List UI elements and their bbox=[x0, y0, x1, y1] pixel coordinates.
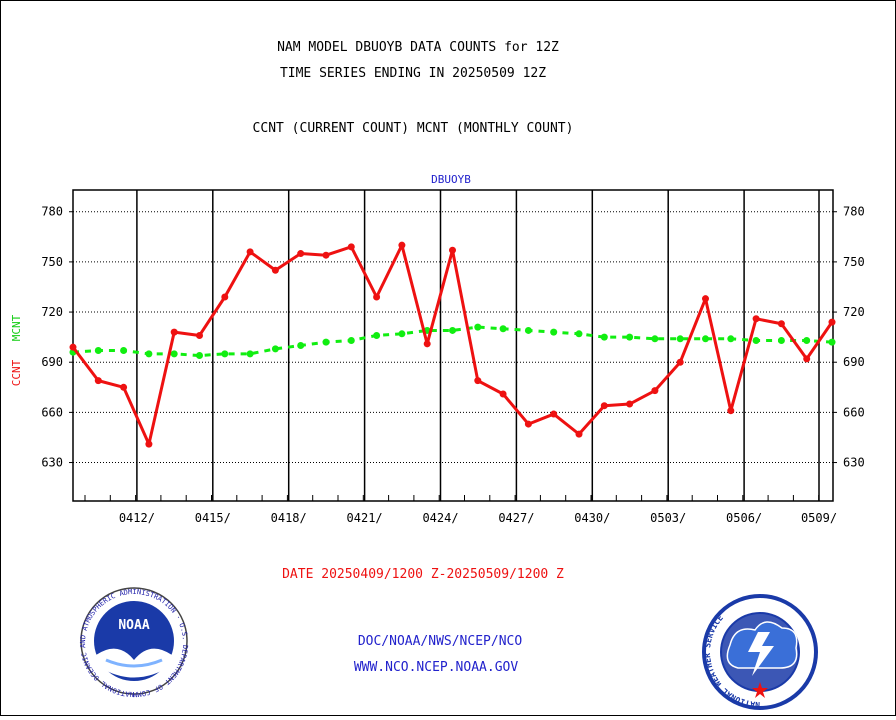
point-mcnt bbox=[398, 330, 406, 338]
point-mcnt bbox=[803, 336, 811, 344]
x-tick-label: 0418/ bbox=[271, 511, 307, 525]
point-ccnt bbox=[196, 331, 203, 339]
point-ccnt bbox=[727, 407, 735, 415]
y-tick-label-right: 720 bbox=[843, 305, 865, 319]
point-ccnt bbox=[676, 358, 684, 366]
point-ccnt bbox=[702, 295, 709, 303]
ylabel-ccnt: CCNT bbox=[10, 359, 23, 386]
point-mcnt bbox=[246, 350, 254, 358]
y-tick-label-right: 630 bbox=[843, 456, 865, 470]
point-ccnt bbox=[600, 402, 608, 410]
point-ccnt bbox=[803, 355, 811, 363]
noaa-text: NOAA bbox=[118, 618, 149, 633]
point-ccnt bbox=[752, 315, 760, 323]
point-ccnt bbox=[120, 383, 128, 391]
point-ccnt bbox=[575, 430, 583, 438]
point-ccnt bbox=[347, 243, 355, 251]
point-ccnt bbox=[170, 328, 178, 336]
point-mcnt bbox=[322, 338, 330, 346]
y-tick-label-left: 690 bbox=[41, 355, 63, 369]
point-mcnt bbox=[777, 336, 785, 344]
y-tick-label-left: 630 bbox=[41, 456, 63, 470]
y-tick-label-left: 750 bbox=[41, 255, 63, 269]
point-mcnt bbox=[600, 333, 608, 341]
point-ccnt bbox=[246, 248, 254, 256]
x-tick-label: 0430/ bbox=[574, 511, 610, 525]
title-line-1: NAM MODEL DBUOYB DATA COUNTS for 12Z bbox=[277, 40, 559, 55]
point-ccnt bbox=[777, 320, 785, 328]
point-mcnt bbox=[524, 326, 532, 334]
point-ccnt bbox=[297, 250, 305, 258]
x-tick-label: 0503/ bbox=[650, 511, 686, 525]
x-tick-label: 0421/ bbox=[347, 511, 383, 525]
point-ccnt bbox=[373, 293, 381, 301]
point-ccnt bbox=[69, 343, 77, 351]
point-ccnt bbox=[626, 400, 634, 408]
point-mcnt bbox=[449, 326, 456, 334]
point-ccnt bbox=[474, 377, 482, 385]
x-tick-label: 0415/ bbox=[195, 511, 231, 525]
point-mcnt bbox=[828, 338, 836, 346]
point-mcnt bbox=[94, 347, 102, 355]
y-tick-label-right: 780 bbox=[843, 205, 865, 219]
org-path: DOC/NOAA/NWS/NCEP/NCO bbox=[358, 634, 523, 649]
x-tick-label: 0506/ bbox=[726, 511, 762, 525]
y-tick-label-left: 720 bbox=[41, 305, 63, 319]
point-ccnt bbox=[271, 266, 279, 274]
date-range: DATE 20250409/1200 Z-20250509/1200 Z bbox=[282, 567, 564, 582]
point-mcnt bbox=[271, 345, 279, 353]
nws-logo: NATIONAL WEATHER SERVICE bbox=[702, 594, 818, 710]
point-mcnt bbox=[221, 350, 229, 358]
point-mcnt bbox=[626, 333, 634, 341]
x-tick-label: 0424/ bbox=[422, 511, 458, 525]
point-mcnt bbox=[196, 352, 203, 360]
point-mcnt bbox=[575, 330, 583, 338]
x-tick-label: 0427/ bbox=[498, 511, 534, 525]
y-tick-label-right: 660 bbox=[843, 405, 865, 419]
point-mcnt bbox=[145, 350, 153, 358]
point-mcnt bbox=[297, 342, 305, 349]
point-ccnt bbox=[651, 387, 659, 395]
point-mcnt bbox=[347, 336, 355, 344]
point-ccnt bbox=[398, 241, 406, 249]
point-mcnt bbox=[499, 325, 507, 333]
point-ccnt bbox=[221, 293, 229, 301]
point-mcnt bbox=[120, 347, 128, 355]
point-ccnt bbox=[550, 410, 558, 418]
point-mcnt bbox=[752, 336, 760, 344]
title-line-3: CCNT (CURRENT COUNT) MCNT (MONTHLY COUNT… bbox=[253, 121, 574, 136]
x-tick-label: 0509/ bbox=[801, 511, 837, 525]
grid-layer bbox=[73, 190, 833, 501]
point-ccnt bbox=[94, 377, 102, 385]
y-tick-label-left: 660 bbox=[41, 405, 63, 419]
point-ccnt bbox=[524, 420, 532, 428]
website-link[interactable]: WWW.NCO.NCEP.NOAA.GOV bbox=[354, 660, 519, 675]
point-mcnt bbox=[373, 331, 381, 339]
point-ccnt bbox=[423, 340, 431, 348]
title-line-2: TIME SERIES ENDING IN 20250509 12Z bbox=[280, 66, 546, 81]
y-tick-label-right: 750 bbox=[843, 255, 865, 269]
point-ccnt bbox=[322, 251, 330, 259]
point-mcnt bbox=[170, 350, 178, 358]
point-mcnt bbox=[550, 328, 558, 336]
point-mcnt bbox=[474, 323, 482, 331]
x-tick-label: 0412/ bbox=[119, 511, 155, 525]
point-ccnt bbox=[499, 390, 507, 398]
point-ccnt bbox=[828, 318, 836, 326]
chart-title: DBUOYB bbox=[431, 173, 471, 186]
ylabel-mcnt: MCNT bbox=[10, 314, 23, 341]
point-mcnt bbox=[651, 335, 659, 343]
point-mcnt bbox=[676, 335, 684, 343]
y-tick-label-left: 780 bbox=[41, 205, 63, 219]
series-layer bbox=[69, 241, 836, 448]
point-mcnt bbox=[702, 335, 709, 343]
point-ccnt bbox=[145, 440, 153, 448]
point-ccnt bbox=[449, 246, 456, 254]
point-mcnt bbox=[727, 335, 735, 343]
y-tick-label-right: 690 bbox=[843, 355, 865, 369]
